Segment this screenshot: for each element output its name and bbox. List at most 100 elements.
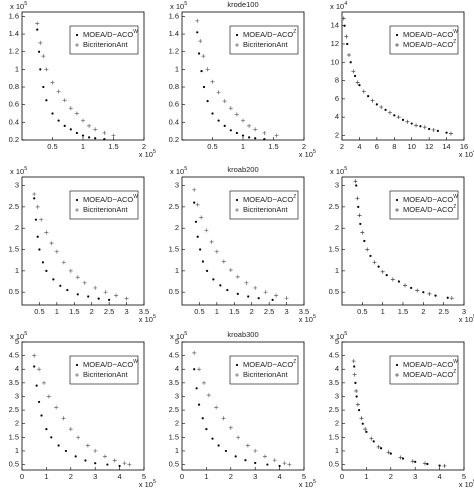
point [410, 459, 415, 464]
y-tick-label: 1.5 [329, 245, 339, 254]
point [282, 461, 287, 466]
legend-box [389, 355, 459, 385]
point [196, 235, 199, 238]
point [217, 119, 220, 122]
point [287, 462, 292, 467]
point [228, 268, 233, 273]
legend-label: BicriterionAnt [83, 370, 129, 379]
point [272, 458, 277, 463]
point [201, 260, 205, 263]
x-tick-label: 2.5 [104, 307, 114, 316]
y-tick-label: 1 [335, 446, 339, 455]
point [41, 261, 45, 264]
point [244, 459, 247, 462]
point [262, 454, 267, 459]
y-tick-label: 12 [331, 39, 339, 48]
point [401, 457, 405, 460]
point [445, 131, 448, 134]
legend-label: MOEA/D−ACOW [83, 359, 138, 369]
x-tick-label: 1 [241, 142, 245, 151]
point [410, 122, 413, 125]
point [274, 293, 279, 298]
scale-label: x 104 [330, 1, 347, 11]
point [214, 405, 219, 410]
y-tick-label: 2 [175, 223, 179, 232]
point [74, 111, 79, 116]
point [361, 89, 366, 94]
point [93, 448, 98, 453]
legend-marker [235, 208, 239, 212]
y-tick-label: 8 [335, 76, 339, 85]
scale-exponent: 5 [153, 149, 156, 155]
legend-name: MOEA/D−ACO [403, 30, 453, 39]
x-tick-label: 1.5 [229, 307, 239, 316]
point [211, 437, 214, 440]
legend-name: MOEA/D−ACO [403, 40, 453, 49]
point [195, 387, 198, 390]
point [367, 95, 370, 98]
legend-name: MOEA/D−ACO [243, 195, 293, 204]
y-tick-label: 0.8 [169, 82, 179, 91]
point [192, 350, 197, 355]
point [193, 368, 196, 371]
scale-base: x 10 [330, 167, 344, 176]
legend-box [69, 355, 139, 385]
point [201, 380, 206, 385]
point [44, 230, 49, 235]
point [370, 98, 375, 103]
y-tick-label: 2.5 [329, 202, 339, 211]
x-tick-label: 4 [357, 142, 361, 151]
x-tick-label: 3 [253, 472, 257, 481]
point [244, 280, 249, 285]
legend-name: MOEA/D−ACO [403, 370, 453, 379]
point [199, 215, 204, 220]
point [37, 50, 41, 53]
point [355, 184, 358, 187]
legend-box [69, 190, 139, 220]
point [257, 297, 260, 300]
point [205, 428, 208, 431]
y-tick-label: 1.2 [9, 47, 19, 56]
legend-label: MOEA/D−ACOZ [403, 369, 456, 379]
point [419, 125, 422, 128]
x-tick-label: 3 [413, 472, 417, 481]
legend-marker [235, 373, 239, 377]
y-tick-label: 1 [15, 446, 19, 455]
scale-base: x 10 [170, 2, 184, 11]
x-tick-label: 5 [142, 472, 146, 481]
scale-exponent: 5 [344, 331, 347, 337]
point [75, 275, 80, 280]
point [436, 129, 439, 132]
point [401, 118, 405, 121]
point [45, 99, 48, 102]
x-tick-label: 2 [250, 307, 254, 316]
point [438, 464, 441, 467]
point [57, 444, 60, 447]
scale-base: x 10 [330, 332, 344, 341]
point [87, 295, 90, 298]
point [228, 425, 233, 430]
point [236, 292, 239, 296]
y-tick-label: 3 [15, 391, 19, 400]
scale-exponent: 5 [24, 331, 27, 337]
x-tick-label: 2 [229, 472, 233, 481]
point [375, 103, 378, 106]
scale-base: x 10 [10, 167, 24, 176]
point [234, 112, 239, 117]
x-tick-label: 2.5 [264, 307, 274, 316]
x-tick-label: 3 [93, 472, 97, 481]
point [361, 422, 364, 425]
point [206, 100, 209, 103]
legend-marker [395, 208, 399, 212]
scale-exponent: 4 [473, 149, 474, 155]
point [59, 284, 62, 287]
point [403, 283, 408, 288]
point [69, 128, 72, 131]
legend-marker [75, 208, 79, 212]
y-tick-label: 3 [335, 391, 339, 400]
